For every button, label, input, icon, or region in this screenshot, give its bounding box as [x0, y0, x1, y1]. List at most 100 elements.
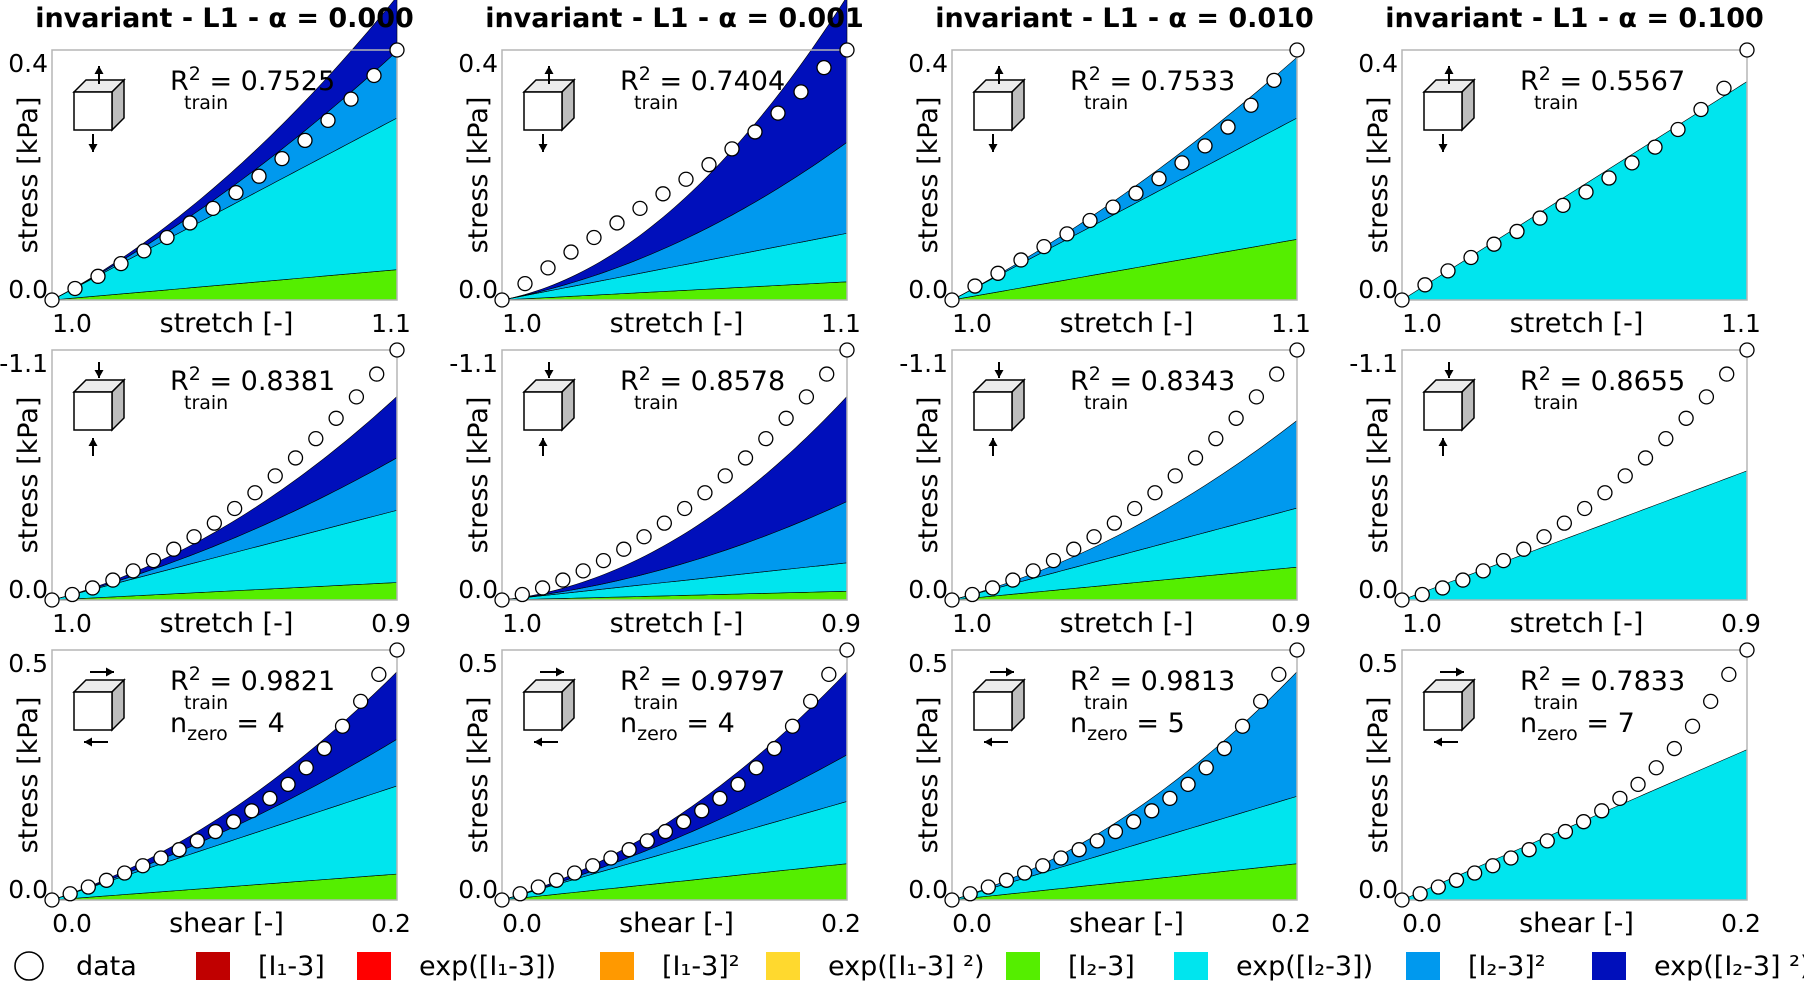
data-point [1197, 138, 1213, 154]
data-point [153, 850, 169, 866]
data-point [632, 200, 648, 217]
data-point [1509, 223, 1525, 240]
data-point [1045, 552, 1062, 569]
r2-value: = 0.7404 [651, 66, 785, 97]
nzero-symbol: n [170, 708, 187, 739]
x-axis-label: stretch [-] [1510, 308, 1644, 339]
r2-annotation: R2 = 0.7525 [170, 63, 335, 97]
y-tick-label: 0.5 [908, 649, 948, 678]
data-point [1666, 740, 1683, 757]
data-point [1703, 693, 1719, 709]
panel-title: invariant - L1 - α = 0.010 [935, 3, 1314, 34]
r2-subscript: train [1534, 692, 1578, 714]
legend-label: exp([I₁-3]) [419, 951, 556, 982]
data-point [616, 541, 632, 557]
legend-item-exp-I1-3-: exp([I₁-3]) [357, 951, 556, 982]
legend-label: [I₂-3]² [1468, 951, 1546, 982]
data-point [697, 485, 713, 501]
data-point [1648, 760, 1664, 776]
r2-symbol: R [170, 66, 189, 97]
data-point [1739, 642, 1755, 658]
r2-superscript: 2 [639, 63, 651, 85]
data-point [1601, 170, 1617, 186]
y-tick-label: 0.0 [458, 875, 498, 904]
data-point [116, 865, 133, 881]
plot-frame [501, 49, 848, 301]
x-axis-label: shear [-] [1069, 908, 1184, 939]
data-point [712, 790, 728, 806]
legend-swatch [1406, 952, 1440, 980]
data-point [1216, 740, 1233, 757]
r2-subscript: train [1084, 392, 1128, 414]
r2-superscript: 2 [189, 63, 201, 85]
arrow-up-head [94, 66, 104, 74]
data-point [694, 803, 710, 819]
x-axis-label: stretch [-] [610, 308, 744, 339]
x-tick-label: 1.0 [1402, 309, 1442, 338]
cube-front [73, 91, 113, 131]
data-point [1430, 879, 1446, 895]
r2-subscript: train [1084, 692, 1128, 714]
data-point [1289, 342, 1305, 358]
data-point [113, 255, 129, 272]
y-axis-label: stress [kPa] [913, 97, 944, 254]
r2-subscript: train [184, 692, 228, 714]
r2-subscript: train [1534, 92, 1578, 114]
load-icon-shear [1422, 667, 1476, 747]
data-point [1198, 760, 1214, 776]
data-point [1174, 155, 1190, 171]
data-point [280, 776, 296, 792]
y-tick-label: 0.0 [8, 875, 48, 904]
data-point [1025, 563, 1041, 579]
arrow-up-head [1444, 66, 1454, 74]
arrow-left-head [84, 737, 92, 747]
plot-frame [51, 349, 398, 601]
data-point [944, 292, 960, 308]
r2-superscript: 2 [1539, 63, 1551, 85]
nzero-value: = 4 [228, 708, 285, 739]
cube-front [1423, 91, 1463, 131]
cube-front [973, 691, 1013, 731]
y-tick-label: 0.5 [8, 649, 48, 678]
legend-label: exp([I₂-3] ²) [1654, 951, 1804, 982]
data-point [1475, 563, 1491, 579]
data-point [1066, 541, 1082, 557]
data-point [603, 850, 619, 866]
x-axis-label: stretch [-] [1510, 608, 1644, 639]
data-point [962, 886, 978, 902]
y-tick-label: 0.0 [908, 575, 948, 604]
load-icon-shear [972, 667, 1026, 747]
r2-superscript: 2 [1539, 363, 1551, 385]
data-point [998, 872, 1015, 888]
y-tick-label: 0.0 [8, 275, 48, 304]
data-point [1107, 823, 1124, 840]
panel-4: invariant - L1 - α = 0.100 stress [kPa] 0.… [1358, 3, 1764, 339]
panel-title: invariant - L1 - α = 0.001 [485, 3, 864, 34]
y-axis-label: stress [kPa] [463, 397, 494, 554]
data-point [1532, 210, 1548, 226]
data-point [1556, 515, 1572, 531]
y-tick-label: 0.4 [8, 49, 48, 78]
data-point [839, 642, 855, 658]
nzero-subscript: zero [1087, 723, 1128, 745]
r2-superscript: 2 [1089, 663, 1101, 685]
data-point [1739, 42, 1755, 58]
legend-item-I1-3: [I₁-3] [196, 951, 325, 982]
r2-subscript: train [1534, 392, 1578, 414]
legend-item-exp-I2-3-2-: exp([I₂-3] ²) [1592, 951, 1804, 982]
y-tick-label: 0.4 [908, 49, 948, 78]
data-point [819, 366, 835, 382]
r2-annotation: R2 = 0.8578 [620, 363, 785, 397]
arrow-right-head [556, 667, 564, 677]
data-point [967, 278, 983, 294]
data-point [1575, 814, 1592, 830]
load-icon-tension [72, 66, 126, 152]
arrow-right-head [1456, 667, 1464, 677]
r2-annotation: R2 = 0.8343 [1070, 363, 1235, 397]
data-point [1678, 410, 1694, 426]
data-point [274, 150, 290, 167]
data-point [737, 450, 754, 466]
data-point [748, 760, 764, 776]
r2-value: = 0.7533 [1101, 66, 1235, 97]
r2-value: = 0.8343 [1101, 366, 1235, 397]
